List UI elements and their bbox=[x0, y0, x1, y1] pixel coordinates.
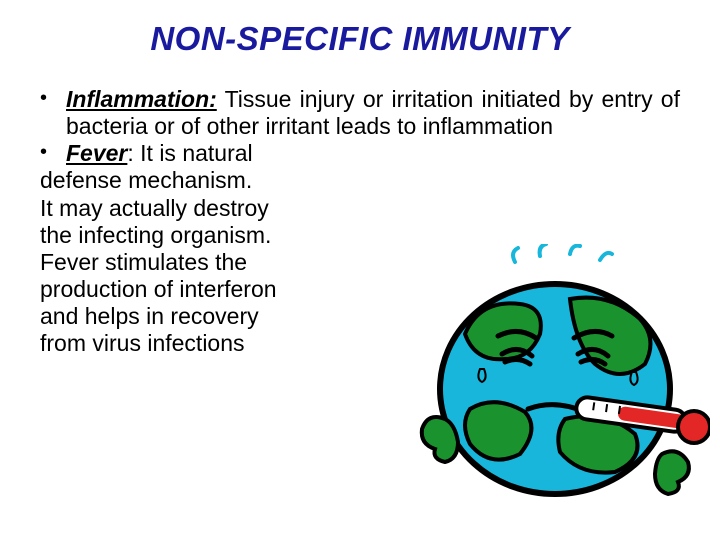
bullet-text: Fever: It is natural bbox=[66, 140, 253, 167]
fever-line5: Fever stimulates the bbox=[40, 249, 410, 276]
bullet-fever: • Fever: It is natural bbox=[40, 140, 410, 167]
slide-title: NON-SPECIFIC IMMUNITY bbox=[40, 20, 680, 58]
bullet-marker: • bbox=[40, 140, 66, 165]
bullet-inflammation: • Inflammation: Tissue injury or irritat… bbox=[40, 86, 680, 140]
sick-earth-illustration bbox=[410, 244, 710, 504]
fever-line3: It may actually destroy bbox=[40, 195, 410, 222]
fever-line7: and helps in recovery bbox=[40, 303, 410, 330]
fever-line4: the infecting organism. bbox=[40, 222, 410, 249]
bullet-marker: • bbox=[40, 86, 66, 111]
term-inflammation: Inflammation: bbox=[66, 86, 217, 112]
fever-line6: production of interferon bbox=[40, 276, 410, 303]
term-fever: Fever bbox=[66, 140, 127, 166]
fever-line8: from virus infections bbox=[40, 330, 410, 357]
bullet-text: Inflammation: Tissue injury or irritatio… bbox=[66, 86, 680, 140]
fever-line1: It is natural bbox=[134, 140, 253, 166]
slide-content: • Inflammation: Tissue injury or irritat… bbox=[40, 86, 680, 357]
fever-line2: defense mechanism. bbox=[40, 167, 410, 194]
